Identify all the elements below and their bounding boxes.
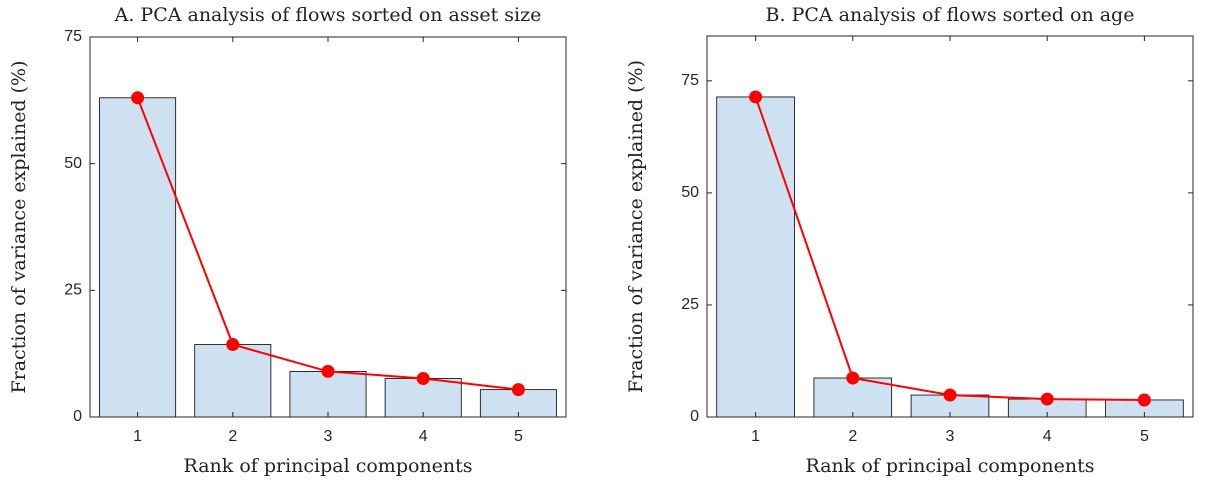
point [511,383,525,397]
point [321,364,335,378]
y-axis-label: Fraction of variance explained (%) [625,60,647,393]
point [226,338,240,352]
y-tick-label: 50 [64,155,82,172]
point [749,90,763,104]
x-tick-label: 4 [1043,428,1052,445]
y-tick-label: 0 [73,408,82,425]
x-tick-label: 1 [133,428,142,445]
point [943,388,957,402]
x-axis-label: Rank of principal components [805,455,1094,477]
bar [716,96,795,418]
y-tick-label: 25 [681,296,699,313]
bar [194,344,272,418]
point [131,91,145,105]
y-tick-label: 50 [681,184,699,201]
x-tick-label: 5 [514,428,523,445]
x-tick-label: 1 [751,428,760,445]
x-axis-label: Rank of principal components [183,455,472,477]
x-tick-label: 2 [848,428,857,445]
axes-box [706,35,1194,418]
point [1137,393,1151,407]
axes-box [89,36,567,418]
bar [99,97,177,418]
x-tick-label: 3 [324,428,333,445]
chart: A. PCA analysis of flows sorted on asset… [8,4,567,477]
y-tick-label: 75 [64,28,82,45]
y-tick-label: 25 [64,282,82,299]
point [846,371,860,385]
y-tick-label: 75 [681,72,699,89]
chart-title: B. PCA analysis of flows sorted on age [766,4,1135,26]
chart-title: A. PCA analysis of flows sorted on asset… [114,4,542,26]
y-axis-label: Fraction of variance explained (%) [8,60,30,393]
point [416,371,430,385]
bar [289,370,367,418]
x-tick-label: 5 [1140,428,1149,445]
x-tick-label: 4 [419,428,428,445]
chart: B. PCA analysis of flows sorted on age Ra… [625,4,1194,477]
x-tick-label: 3 [946,428,955,445]
point [1040,392,1054,406]
x-tick-label: 2 [228,428,237,445]
y-tick-label: 0 [690,408,699,425]
